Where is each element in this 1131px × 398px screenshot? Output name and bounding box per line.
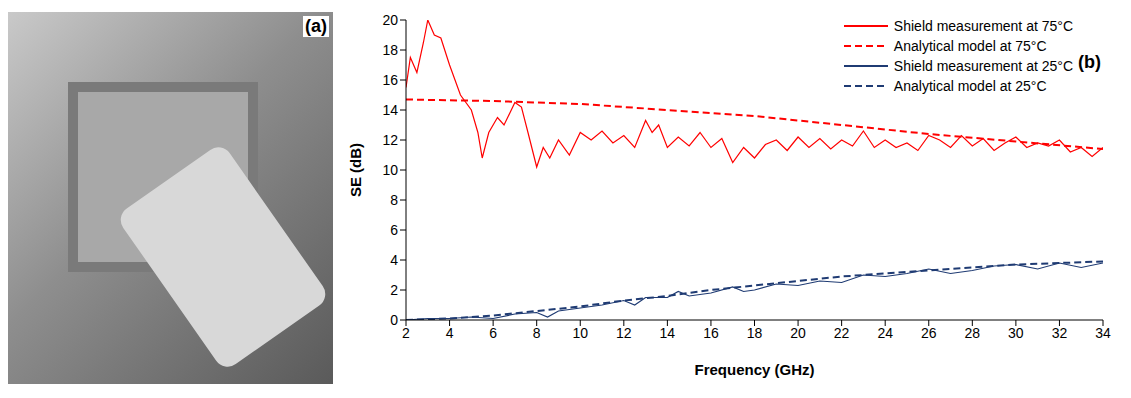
svg-text:2: 2 — [390, 282, 398, 298]
svg-text:20: 20 — [790, 325, 806, 341]
svg-text:20: 20 — [382, 12, 398, 28]
svg-text:16: 16 — [382, 72, 398, 88]
svg-text:10: 10 — [382, 162, 398, 178]
svg-text:4: 4 — [390, 252, 398, 268]
svg-text:18: 18 — [747, 325, 763, 341]
svg-text:12: 12 — [616, 325, 632, 341]
svg-text:12: 12 — [382, 132, 398, 148]
svg-text:4: 4 — [446, 325, 454, 341]
svg-text:18: 18 — [382, 42, 398, 58]
svg-text:6: 6 — [489, 325, 497, 341]
svg-text:30: 30 — [1008, 325, 1024, 341]
html-text:Shield measurement at 75°C: Shield measurement at 75°C — [893, 18, 1073, 34]
svg-text:8: 8 — [390, 192, 398, 208]
svg-text:26: 26 — [921, 325, 937, 341]
html-text:(a): (a) — [305, 16, 327, 36]
svg-text:32: 32 — [1052, 325, 1068, 341]
html-text:Analytical model at 75°C: Analytical model at 75°C — [893, 38, 1047, 54]
svg-text:16: 16 — [703, 325, 719, 341]
svg-text:24: 24 — [877, 325, 893, 341]
svg-text:34: 34 — [1095, 325, 1111, 341]
svg-text:2: 2 — [402, 325, 410, 341]
svg-text:10: 10 — [572, 325, 588, 341]
svg-text:0: 0 — [390, 312, 398, 328]
svg-text:Frequency (GHz): Frequency (GHz) — [694, 361, 814, 378]
svg-text:14: 14 — [382, 102, 398, 118]
svg-text:14: 14 — [660, 325, 676, 341]
svg-text:8: 8 — [533, 325, 541, 341]
html-text:Shield measurement at 25°C: Shield measurement at 25°C — [893, 58, 1073, 74]
html-text:Analytical model at 25°C: Analytical model at 25°C — [893, 78, 1047, 94]
svg-text:22: 22 — [834, 325, 850, 341]
svg-text:6: 6 — [390, 222, 398, 238]
html-text:(b): (b) — [1078, 52, 1101, 72]
svg-text:SE (dB): SE (dB) — [347, 143, 364, 197]
svg-text:28: 28 — [965, 325, 981, 341]
